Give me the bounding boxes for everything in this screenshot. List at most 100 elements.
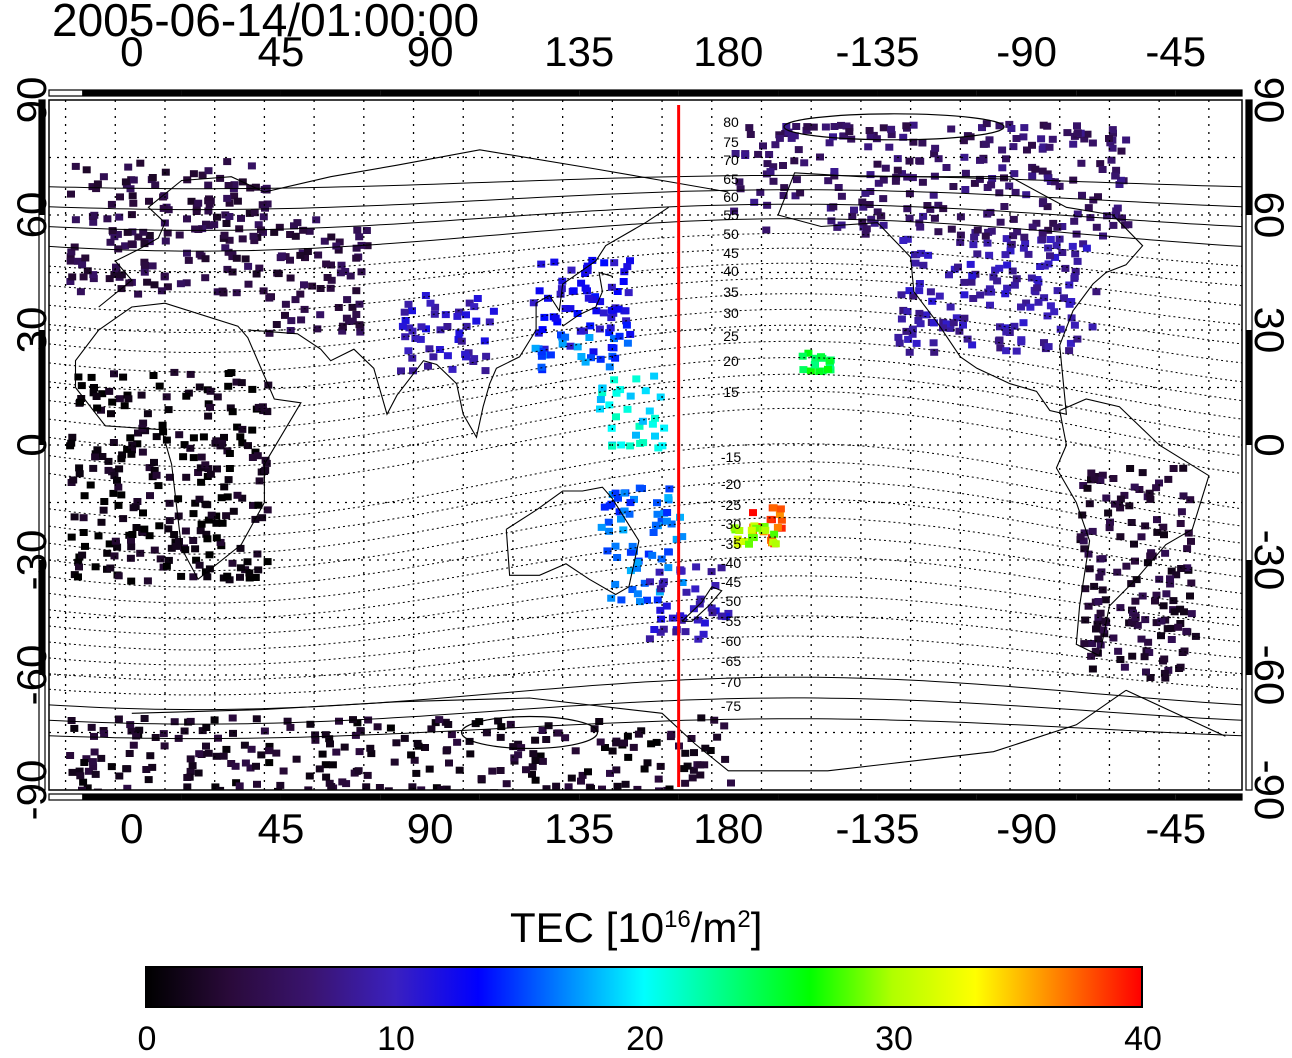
tec-cell xyxy=(103,215,112,223)
tec-cell xyxy=(228,408,237,416)
tec-cell xyxy=(113,543,122,551)
tec-cell xyxy=(189,454,198,462)
tec-cell xyxy=(659,625,668,633)
contour-label: 65 xyxy=(723,171,739,187)
tec-cell xyxy=(482,352,491,360)
tec-cell xyxy=(183,215,191,223)
tec-cell xyxy=(873,208,882,216)
tec-cell xyxy=(939,324,947,332)
tec-cell xyxy=(963,335,972,343)
tec-cell xyxy=(1024,250,1033,258)
tec-cell xyxy=(502,780,511,788)
tec-cell xyxy=(1137,533,1146,541)
tec-cell xyxy=(1176,663,1185,671)
tec-cell xyxy=(276,781,285,789)
tec-cell xyxy=(79,514,88,522)
tec-cell xyxy=(531,776,540,784)
tec-cell xyxy=(272,321,281,328)
tec-cell xyxy=(989,273,998,281)
tec-cell xyxy=(79,273,88,281)
tec-cell xyxy=(179,453,188,461)
tec-cell xyxy=(707,604,716,612)
tec-cell xyxy=(540,313,549,321)
tec-cell xyxy=(1044,343,1053,351)
tec-cell xyxy=(408,327,417,335)
tec-cell xyxy=(1043,122,1052,130)
tec-cell xyxy=(1094,635,1103,643)
tec-cell xyxy=(909,138,918,146)
tec-cell xyxy=(1113,568,1122,576)
tec-cell xyxy=(225,450,234,457)
tec-cell xyxy=(129,741,138,749)
mag-contour xyxy=(49,536,1242,604)
tec-cell xyxy=(321,731,330,739)
contour-labels: 80 75 70 65 60 55 50 45 40 35 30 25 20 15 -15 -20 -25 -30… xyxy=(721,114,741,714)
tec-cell xyxy=(865,127,874,134)
tec-cell xyxy=(279,767,288,775)
tec-cell xyxy=(1073,210,1082,218)
tec-cell xyxy=(364,716,373,724)
tec-cell xyxy=(745,540,753,548)
tec-cell xyxy=(247,162,256,170)
tec-cell xyxy=(648,551,657,559)
tec-cell xyxy=(597,523,606,531)
tec-cell xyxy=(589,348,598,356)
tec-cell xyxy=(175,538,183,545)
tec-cell xyxy=(159,730,168,738)
tec-cell xyxy=(1017,303,1025,311)
tec-cell xyxy=(636,598,644,606)
tec-cell xyxy=(611,489,620,497)
tec-cell xyxy=(866,188,875,195)
tec-cell xyxy=(127,536,135,544)
tec-cell xyxy=(561,305,570,312)
tec-cell xyxy=(1044,226,1053,234)
tec-cell xyxy=(128,192,137,200)
tec-cell xyxy=(92,393,101,400)
tec-cell xyxy=(915,157,924,165)
tec-cell xyxy=(304,786,313,790)
tec-cell xyxy=(968,272,977,280)
tec-cell xyxy=(973,226,982,234)
tec-cell xyxy=(223,493,232,501)
tec-cell xyxy=(139,228,148,236)
tec-cell xyxy=(296,251,305,259)
contour-label: -65 xyxy=(721,653,741,669)
tec-cell xyxy=(1180,647,1189,655)
tec-cell xyxy=(1053,287,1062,295)
tec-cell xyxy=(663,509,672,516)
tec-cell xyxy=(236,544,245,552)
contour-label: -30 xyxy=(721,516,741,532)
tec-cell xyxy=(87,723,96,731)
tec-cell xyxy=(825,357,834,365)
tec-cell xyxy=(1040,262,1049,270)
tec-cell xyxy=(667,520,676,528)
tec-cell xyxy=(677,567,686,575)
tec-cell xyxy=(1020,233,1029,241)
tec-cell xyxy=(228,268,237,276)
tec-cell xyxy=(996,344,1005,352)
tec-cell xyxy=(619,278,628,285)
tec-cell xyxy=(442,785,451,790)
tec-cell xyxy=(74,558,83,566)
tec-cell xyxy=(225,236,234,244)
tec-cell xyxy=(274,270,283,278)
tec-cell xyxy=(756,188,765,196)
tec-cell xyxy=(126,434,135,442)
tec-cell xyxy=(68,768,77,776)
tec-cell xyxy=(172,542,181,550)
tec-cell xyxy=(89,389,98,397)
tec-cell xyxy=(244,262,253,270)
frame-block xyxy=(280,794,381,800)
tec-cell xyxy=(731,150,740,157)
tec-cell xyxy=(791,192,800,200)
tec-cell xyxy=(165,517,174,525)
tec-cell xyxy=(782,123,791,130)
tec-cell xyxy=(506,720,515,728)
mag-contour xyxy=(49,697,1242,725)
tec-cell xyxy=(929,339,938,347)
contour-label: 70 xyxy=(723,152,739,168)
tec-cell xyxy=(969,241,978,249)
tec-cell xyxy=(1144,638,1153,646)
lon-tick-label: 0 xyxy=(120,28,143,75)
tec-cell xyxy=(1007,125,1016,132)
